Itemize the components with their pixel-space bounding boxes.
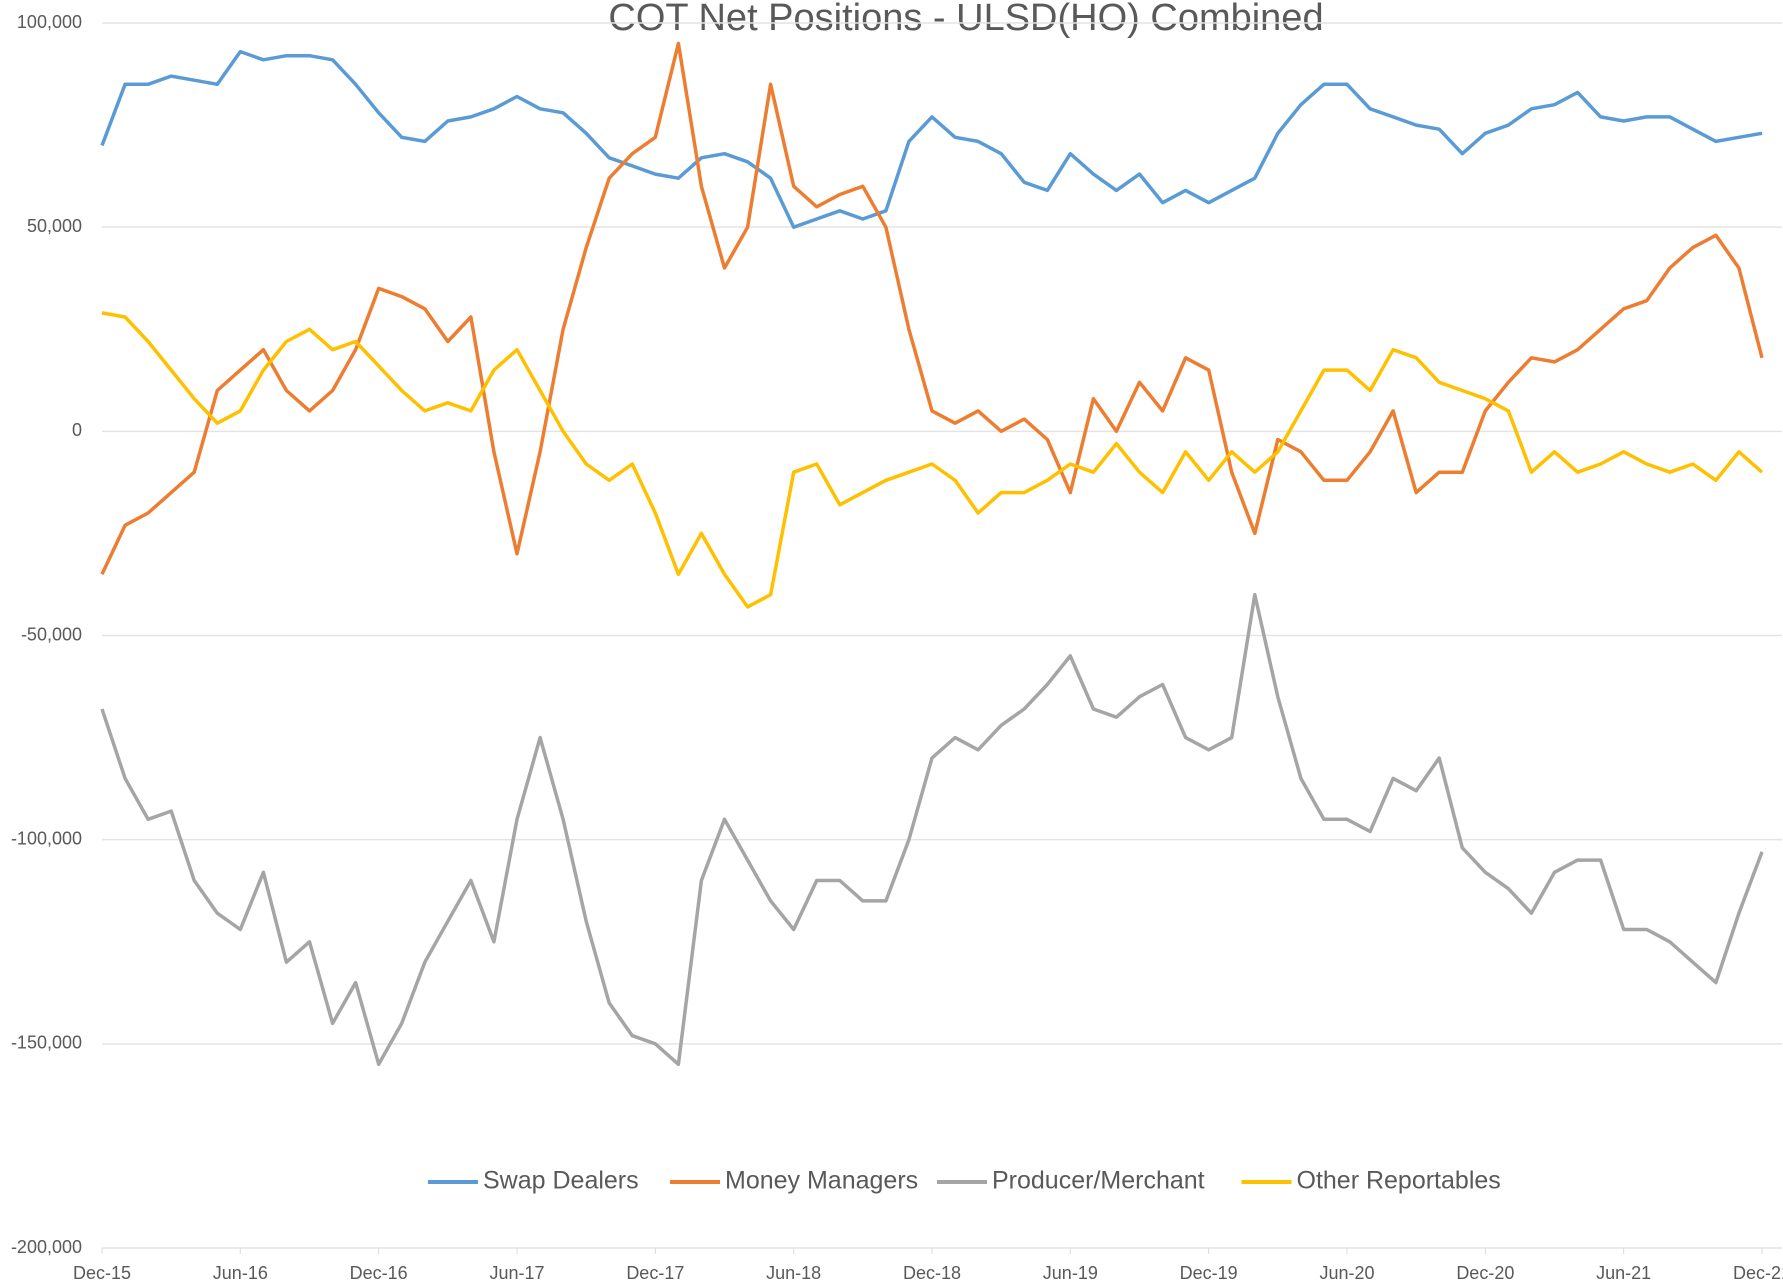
legend-label: Money Managers <box>725 1167 918 1195</box>
x-tick-label: Jun-18 <box>766 1263 821 1281</box>
x-tick-label: Jun-20 <box>1319 1263 1374 1281</box>
y-tick-label: 0 <box>72 420 82 440</box>
legend-label: Swap Dealers <box>483 1167 639 1195</box>
x-tick-label: Dec-19 <box>1180 1263 1238 1281</box>
chart-title: COT Net Positions - ULSD(HO) Combined <box>608 0 1323 39</box>
x-tick-label: Dec-21 <box>1733 1263 1783 1281</box>
x-tick-label: Jun-17 <box>489 1263 544 1281</box>
y-tick-label: -100,000 <box>11 828 82 848</box>
series-line <box>100 49 1763 229</box>
y-tick-label: 50,000 <box>27 216 82 236</box>
legend-label: Producer/Merchant <box>992 1167 1205 1195</box>
y-tick-label: -200,000 <box>11 1237 82 1257</box>
x-tick-label: Jun-16 <box>213 1263 268 1281</box>
x-tick-label: Dec-20 <box>1456 1263 1514 1281</box>
series-line <box>101 311 1764 609</box>
legend-label: Other Reportables <box>1297 1167 1501 1195</box>
x-tick-label: Jun-19 <box>1043 1263 1098 1281</box>
x-tick-label: Dec-18 <box>903 1263 961 1281</box>
y-tick-label: -50,000 <box>21 624 82 644</box>
series-line <box>100 592 1764 1067</box>
x-tick-label: Dec-17 <box>626 1263 684 1281</box>
x-tick-label: Dec-16 <box>350 1263 408 1281</box>
y-tick-label: -150,000 <box>11 1033 82 1053</box>
series-line <box>100 41 1764 576</box>
x-tick-label: Dec-15 <box>73 1263 131 1281</box>
y-tick-label: 100,000 <box>17 12 82 32</box>
x-tick-label: Jun-21 <box>1596 1263 1651 1281</box>
